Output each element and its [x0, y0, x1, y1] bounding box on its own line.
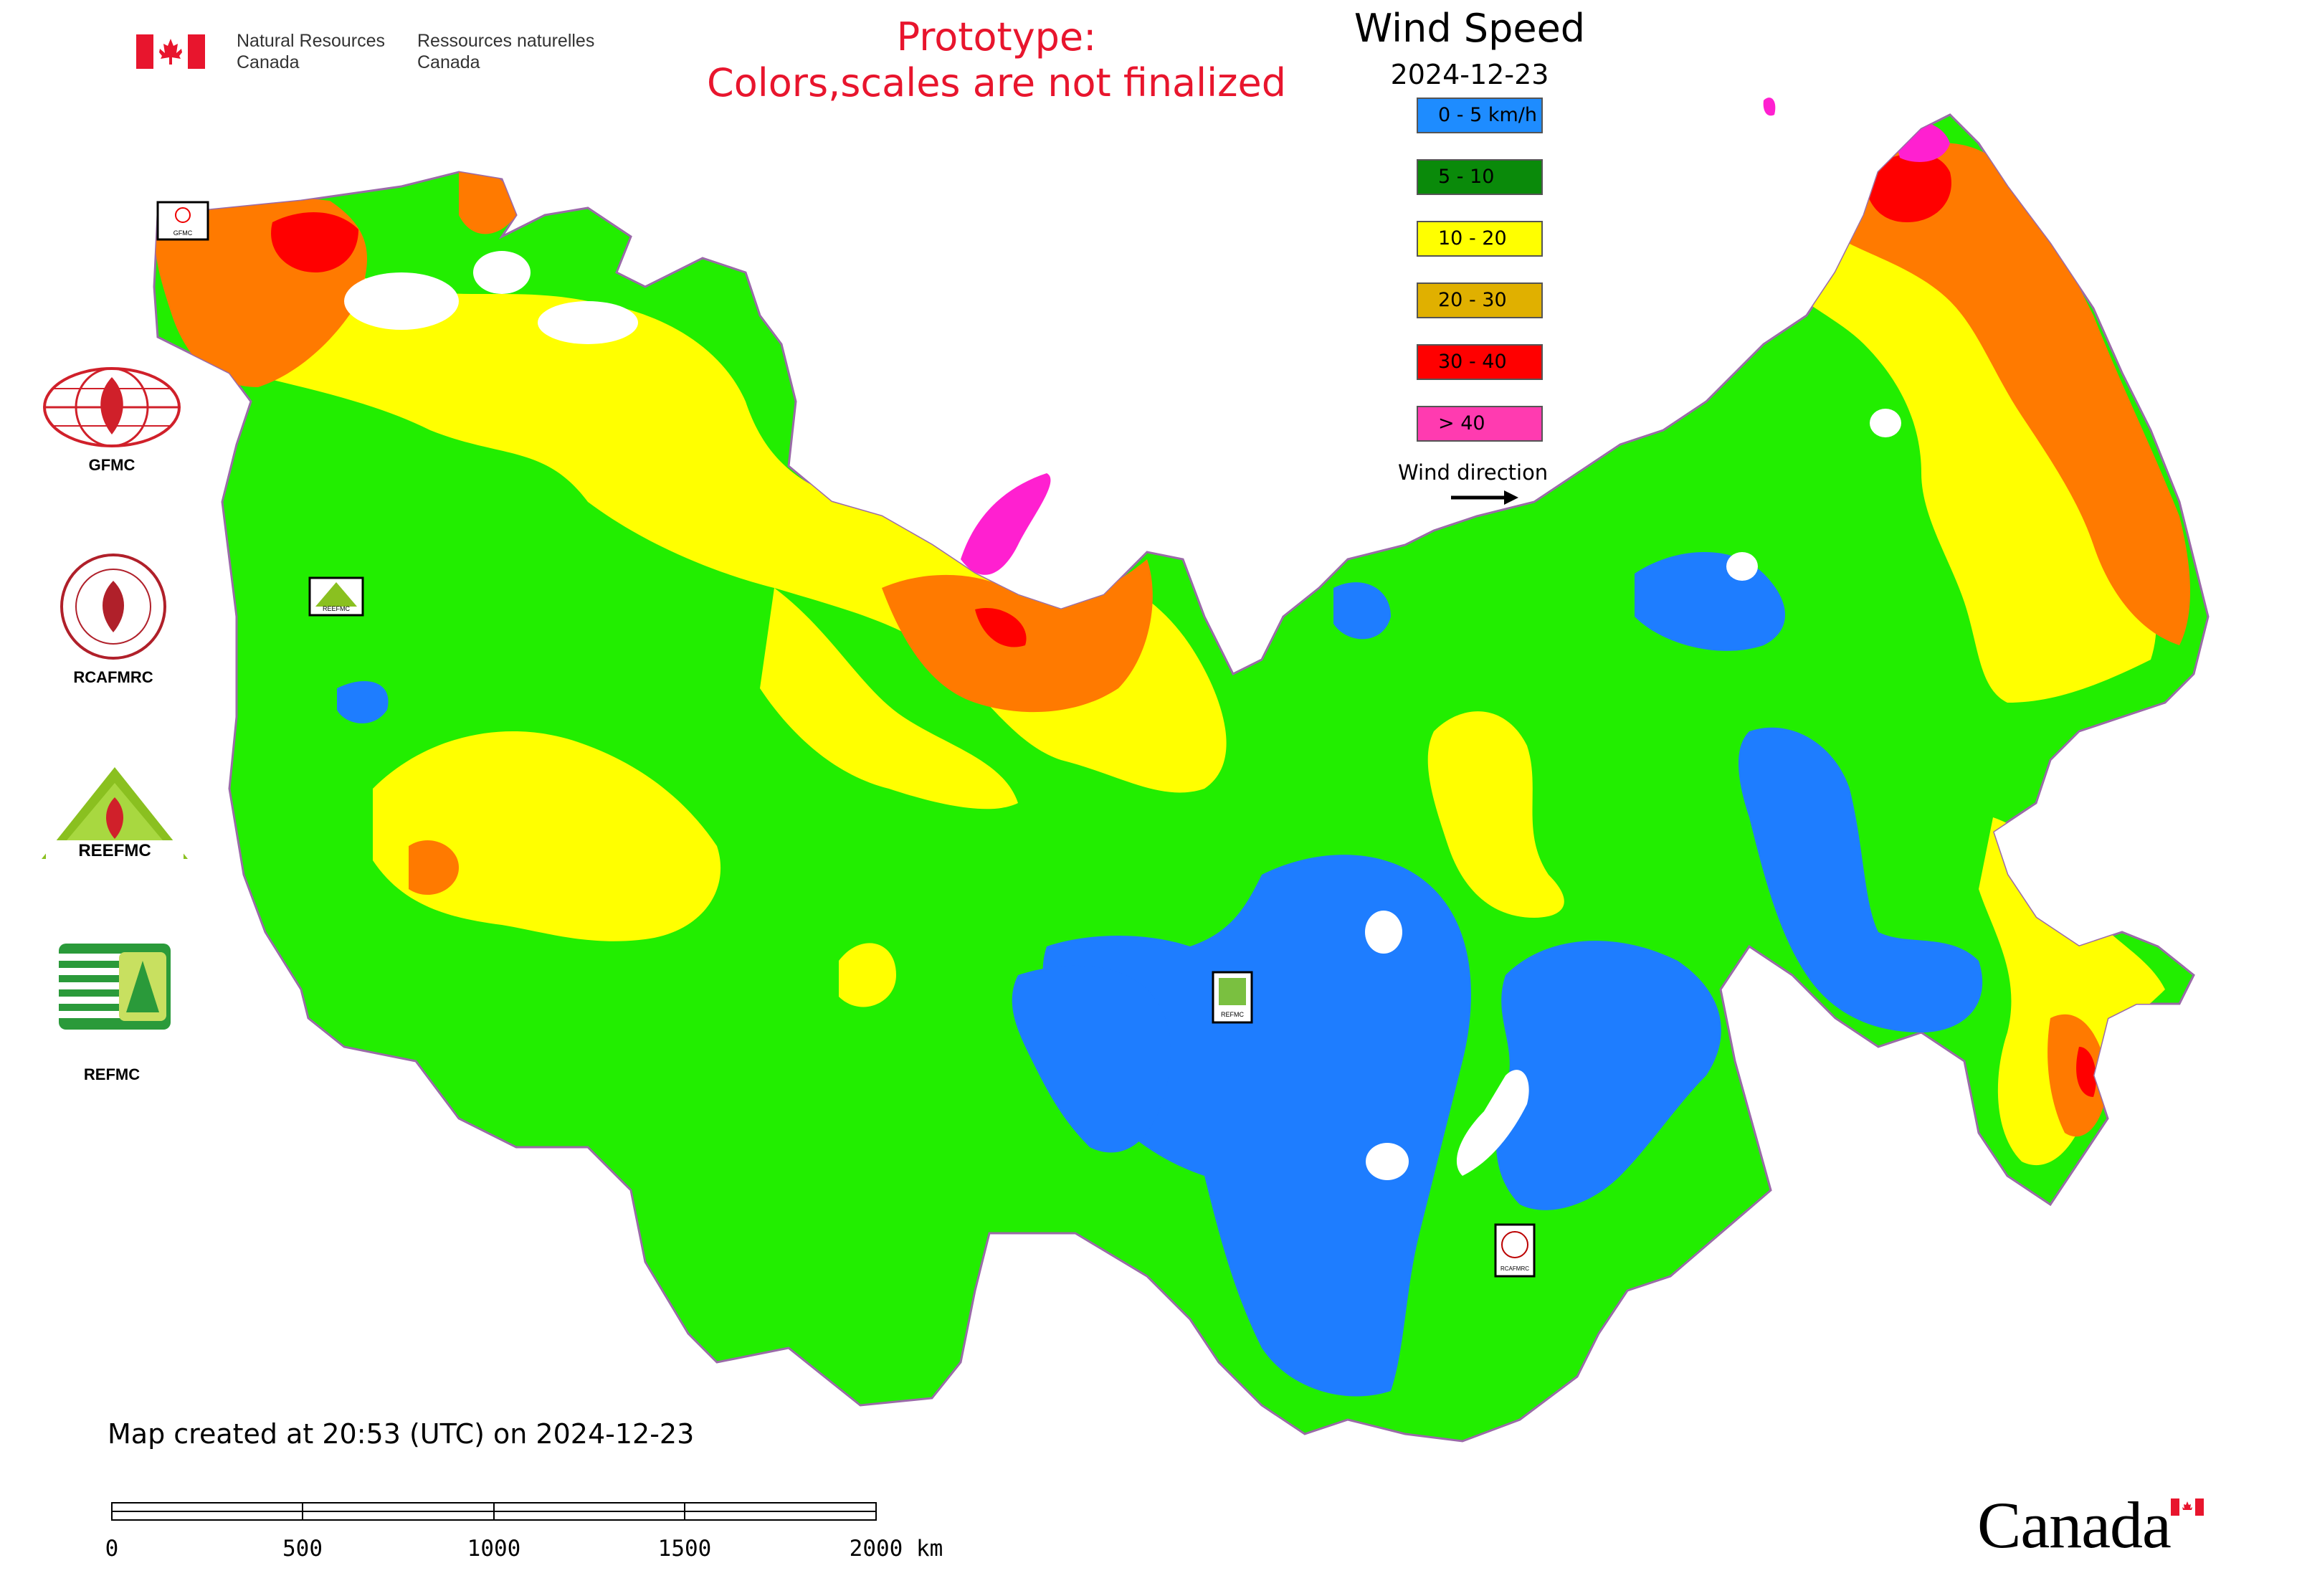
canada-flag-icon: [136, 34, 205, 69]
agency-name-en: Natural Resources Canada: [237, 30, 423, 73]
rceefmc-logo-icon: REEFMC: [42, 767, 188, 860]
zone-blue-central: [1042, 855, 1471, 1397]
station-marker-reefmc: REEFMC: [308, 576, 364, 617]
legend-item-label: 5 - 10: [1438, 166, 1495, 188]
prototype-notice: Prototype: Colors,scales are not finaliz…: [617, 14, 1376, 106]
scale-tick-500: 500: [282, 1536, 323, 1562]
gfmc-caption: GFMC: [88, 456, 135, 474]
station-marker-refmc: REFMC: [1212, 971, 1253, 1024]
refmc-logo-icon: [59, 944, 171, 1030]
zone-blue-west-dot: [337, 681, 389, 723]
agency-name-fr-line2: Canada: [417, 52, 480, 72]
canada-wordmark-flag-icon: [2171, 1498, 2204, 1516]
gfmc-logo-icon: [43, 367, 181, 447]
zone-red-chukotka: [1864, 153, 1951, 222]
station-marker-refmc-label: REFMC: [1221, 1011, 1244, 1018]
lakes: [344, 251, 1901, 1180]
legend-item-label: 20 - 30: [1438, 289, 1507, 311]
zone-yellow-far-east: [1979, 817, 2165, 1166]
canada-wordmark: Canada: [1977, 1484, 2221, 1563]
legend-item-20-30: 20 - 30: [1417, 282, 1543, 318]
zone-yellow-ne: [1778, 158, 2156, 703]
zone-orange-ne: [1835, 143, 2190, 645]
lake-small-2: [1366, 1143, 1409, 1180]
legend-item-label: 0 - 5 km/h: [1438, 104, 1537, 126]
zone-yellow-east: [1427, 711, 1564, 918]
legend-item-0-5: 0 - 5 km/h: [1417, 98, 1543, 133]
legend-item-5-10: 5 - 10: [1417, 159, 1543, 195]
refmc-caption: REFMC: [83, 1065, 141, 1083]
zone-yellow-central: [760, 588, 1018, 809]
legend-item-10-20: 10 - 20: [1417, 221, 1543, 257]
lake-ladoga: [344, 272, 459, 330]
zone-red-yamal: [975, 608, 1027, 647]
legend-title: Wind Speed: [1354, 6, 1586, 51]
prototype-notice-line1: Prototype:: [896, 14, 1097, 60]
zone-orange-dot-1: [409, 840, 459, 896]
rcafmrc-caption: RCAFMRC: [73, 668, 153, 686]
zone-blue-taimyr: [1333, 582, 1391, 640]
legend-date: 2024-12-23: [1390, 59, 1549, 90]
scale-tick-1500: 1500: [658, 1536, 712, 1562]
zone-red-sakhalin: [2076, 1047, 2096, 1097]
agency-name-fr: Ressources naturelles Canada: [417, 30, 632, 73]
zone-yellow-west-south: [373, 731, 721, 941]
island-east-small: [1763, 98, 1776, 116]
wind-direction-label: Wind direction: [1398, 460, 1549, 485]
legend-item-label: 10 - 20: [1438, 227, 1507, 250]
rcafmrc-logo-icon: [60, 554, 166, 660]
zone-blue-west-central: [1012, 965, 1171, 1153]
lake-onega: [473, 251, 531, 294]
lake-baikal: [1456, 1070, 1529, 1176]
zone-red-nw: [271, 212, 358, 272]
station-marker-rcafmrc-label: RCAFMRC: [1500, 1265, 1529, 1272]
legend-item-over-40: > 40: [1417, 406, 1543, 442]
rceefmc-logo-text: REEFMC: [78, 841, 151, 860]
zone-blue-east: [1739, 727, 1983, 1032]
map-created-timestamp: Map created at 20:53 (UTC) on 2024-12-23: [108, 1418, 695, 1450]
station-marker-gfmc: GFMC: [156, 201, 209, 241]
lake-white-sea: [538, 301, 638, 344]
prototype-notice-line2: Colors,scales are not finalized: [707, 60, 1286, 105]
scale-tick-2000: 2000 km: [850, 1536, 943, 1562]
island-novaya-zemlya: [961, 473, 1051, 575]
station-marker-reefmc-label: REEFMC: [323, 605, 351, 612]
station-marker-gfmc-label: GFMC: [173, 229, 193, 237]
lake-small-3: [1726, 552, 1758, 581]
scale-bar: 0 500 1000 1500 2000 km: [105, 1502, 943, 1562]
canada-wordmark-text: Canada: [1977, 1488, 2172, 1562]
agency-name-en-line2: Canada: [237, 52, 300, 72]
legend-item-label: 30 - 40: [1438, 351, 1507, 373]
zone-yellow-small-1: [839, 943, 896, 1007]
scale-tick-1000: 1000: [467, 1536, 521, 1562]
scale-tick-0: 0: [105, 1536, 119, 1562]
agency-name-fr-line1: Ressources naturelles: [417, 31, 595, 51]
wind-direction-arrow-icon: [1451, 490, 1518, 505]
legend-item-label: > 40: [1438, 412, 1485, 434]
agency-name-en-line1: Natural Resources: [237, 31, 386, 51]
zone-blue-baikal-east: [1495, 941, 1721, 1210]
lake-small-4: [1870, 409, 1901, 437]
zone-orange-kola: [459, 171, 516, 234]
legend-item-30-40: 30 - 40: [1417, 344, 1543, 380]
lake-small-1: [1365, 911, 1402, 954]
station-marker-rcafmrc: RCAFMRC: [1494, 1223, 1536, 1278]
arctic-islands: [961, 98, 1776, 575]
